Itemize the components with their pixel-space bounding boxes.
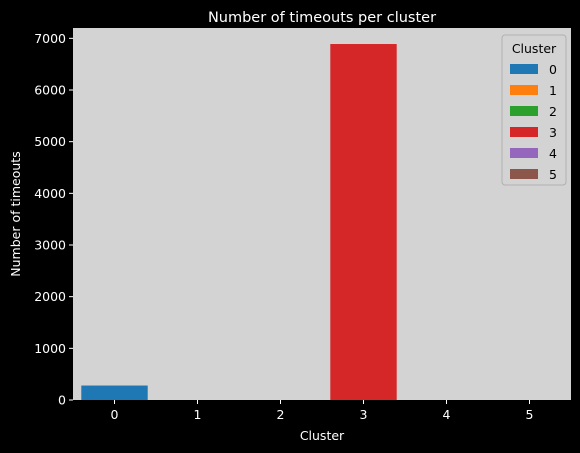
legend-swatch-3: [510, 127, 538, 137]
x-tick-label: 1: [194, 407, 202, 422]
x-tick-label: 0: [111, 407, 119, 422]
legend-title: Cluster: [512, 41, 557, 56]
legend-swatch-0: [510, 64, 538, 74]
chart-title: Number of timeouts per cluster: [208, 10, 436, 26]
legend-swatch-1: [510, 85, 538, 95]
plot-area: [73, 28, 571, 400]
legend-label-1: 1: [549, 83, 557, 98]
bar-cluster-0: [81, 385, 148, 400]
y-tick-label: 0: [58, 393, 66, 408]
y-tick-label: 3000: [34, 238, 66, 253]
y-tick-label: 4000: [34, 186, 66, 201]
x-tick-label: 4: [443, 407, 451, 422]
y-axis-label: Number of timeouts: [8, 151, 23, 276]
legend-label-0: 0: [549, 62, 557, 77]
legend-label-4: 4: [549, 146, 557, 161]
legend-label-2: 2: [549, 104, 557, 119]
legend-label-3: 3: [549, 125, 557, 140]
x-tick-label: 5: [526, 407, 534, 422]
legend-swatch-5: [510, 169, 538, 179]
y-tick-label: 7000: [34, 31, 66, 46]
y-tick-label: 2000: [34, 289, 66, 304]
y-tick-label: 1000: [34, 341, 66, 356]
y-tick-label: 5000: [34, 134, 66, 149]
x-tick-label: 3: [360, 407, 368, 422]
legend-swatch-4: [510, 148, 538, 158]
legend: Cluster 0 1 2 3 4 5: [501, 34, 567, 186]
x-axis-label: Cluster: [300, 428, 345, 443]
y-tick-label: 6000: [34, 83, 66, 98]
x-tick-label: 2: [277, 407, 285, 422]
legend-label-5: 5: [549, 167, 557, 182]
legend-swatch-2: [510, 106, 538, 116]
bar-cluster-3: [330, 44, 397, 401]
